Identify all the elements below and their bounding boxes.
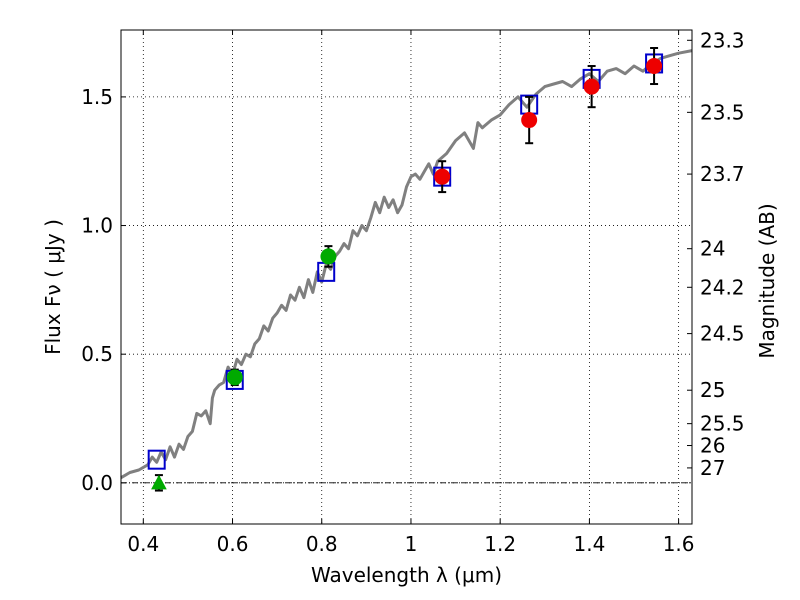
- photometry-optical-point: [226, 369, 243, 386]
- model-sed-line: [120, 49, 693, 479]
- y2-axis-label: Magnitude (AB): [755, 203, 779, 358]
- mag-tick-label: 25.5: [700, 412, 745, 436]
- mag-tick-label: 24.2: [700, 275, 745, 299]
- y-axis-label: Flux Fν ( μJy ): [41, 219, 65, 355]
- mag-tick-label: 26: [700, 434, 725, 458]
- x-axis-label: Wavelength λ (μm): [311, 563, 502, 587]
- grid: [121, 30, 692, 524]
- x-tick-label: 0.8: [306, 532, 338, 556]
- plot-area: [120, 47, 693, 492]
- y-tick-label: 1.5: [81, 85, 113, 109]
- mag-tick-label: 23.7: [700, 162, 745, 186]
- x-tick-label: 1.6: [663, 532, 695, 556]
- photometry-nir-point: [521, 112, 538, 129]
- y-tick-label: 1.0: [81, 214, 113, 238]
- x-tick-label: 0.4: [127, 532, 159, 556]
- mag-tick-label: 23.5: [700, 100, 745, 124]
- plot-frame: [120, 29, 693, 525]
- mag-tick-label: 24.5: [700, 322, 745, 346]
- y-tick-label: 0.5: [81, 342, 113, 366]
- x-tick-label: 1.2: [484, 532, 516, 556]
- model-flux-square: [147, 449, 166, 470]
- x-tick-label: 1.4: [573, 532, 605, 556]
- photometry-nir-point: [646, 58, 663, 75]
- mag-tick-label: 23.3: [700, 28, 745, 52]
- photometry-nir-point: [583, 78, 600, 95]
- x-tick-label: 0.6: [217, 532, 249, 556]
- mag-tick-label: 27: [700, 456, 725, 480]
- mag-tick-label: 24: [700, 237, 725, 261]
- photometry-optical-point: [320, 248, 337, 265]
- x-tick-label: 1: [405, 532, 418, 556]
- mag-tick-label: 25: [700, 378, 725, 402]
- axis-ticks: 0.4 0.6 0.8 1 1.2 1.4 1.6 0.0 0.5 1.0 1.5 23.3 23.5 2…: [81, 28, 744, 556]
- upper-limit-triangle: [151, 474, 167, 490]
- photometry-nir-point: [434, 168, 451, 185]
- y-tick-label: 0.0: [81, 471, 113, 495]
